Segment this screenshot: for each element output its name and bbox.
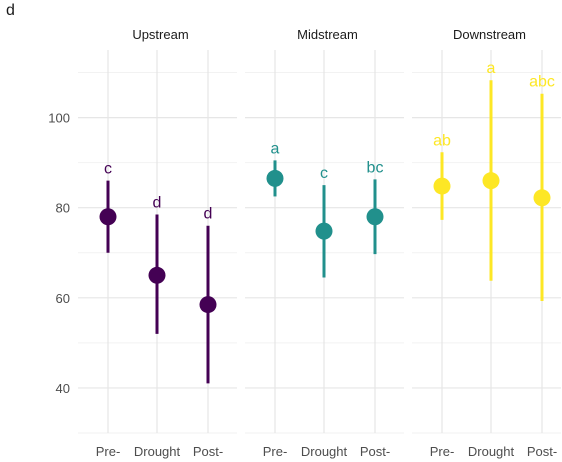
mean-point-upstream	[199, 296, 217, 314]
significance-label-midstream: bc	[367, 159, 384, 176]
panel-label: d	[6, 2, 15, 19]
x-tick-label: Drought	[301, 444, 348, 459]
x-tick-label: Pre-	[430, 444, 455, 459]
x-tick-label: Pre-	[263, 444, 288, 459]
mean-point-upstream	[99, 208, 117, 226]
facet-title-midstream: Midstream	[297, 27, 358, 42]
mean-point-downstream	[533, 189, 551, 207]
y-tick-label: 100	[48, 111, 70, 126]
mean-point-upstream	[148, 266, 166, 284]
significance-label-downstream: a	[487, 60, 496, 77]
significance-label-midstream: a	[271, 140, 280, 157]
x-tick-label: Drought	[468, 444, 515, 459]
mean-point-midstream	[266, 169, 284, 187]
significance-label-midstream: c	[320, 165, 328, 182]
mean-point-downstream	[482, 172, 500, 190]
mean-point-midstream	[315, 222, 333, 240]
y-tick-label: 80	[56, 201, 70, 216]
mean-point-downstream	[433, 177, 451, 195]
x-tick-label: Post-	[360, 444, 390, 459]
mean-point-midstream	[366, 208, 384, 226]
significance-label-upstream: d	[204, 206, 213, 223]
x-tick-label: Drought	[134, 444, 181, 459]
y-tick-label: 40	[56, 381, 70, 396]
x-tick-label: Post-	[527, 444, 557, 459]
x-tick-label: Post-	[193, 444, 223, 459]
significance-label-downstream: ab	[433, 132, 451, 149]
significance-label-downstream: abc	[529, 74, 555, 91]
y-tick-label: 60	[56, 291, 70, 306]
significance-label-upstream: d	[153, 194, 162, 211]
facet-title-downstream: Downstream	[453, 27, 526, 42]
significance-label-upstream: c	[104, 161, 112, 178]
x-tick-label: Pre-	[96, 444, 121, 459]
facet-title-upstream: Upstream	[132, 27, 188, 42]
